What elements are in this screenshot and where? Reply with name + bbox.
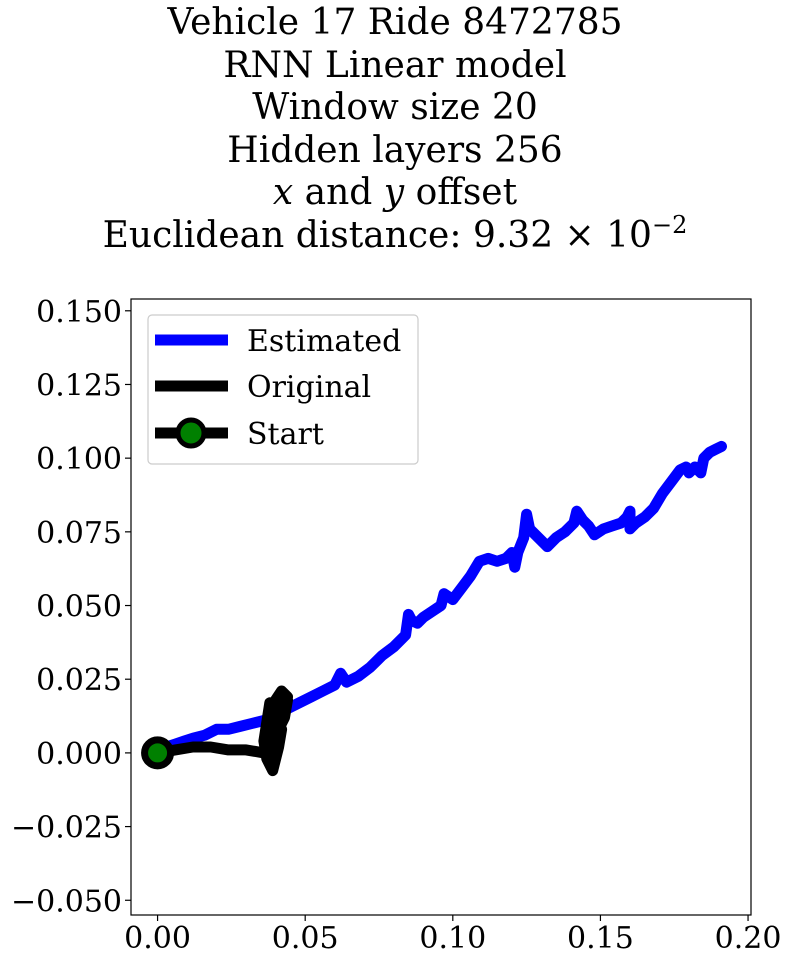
- title-distance-mantissa: 9.32: [472, 214, 554, 256]
- title-distance-label: Euclidean distance:: [102, 214, 473, 256]
- y-tick-label: −0.050: [11, 884, 122, 919]
- x-tick-label: 0.00: [124, 921, 191, 956]
- title-and: and: [293, 172, 384, 213]
- title-offset: offset: [404, 172, 518, 213]
- title-times: ×: [553, 214, 607, 256]
- x-tick-label: 0.10: [419, 921, 486, 956]
- chart-title: Vehicle 17 Ride 8472785 RNN Linear model…: [0, 2, 790, 257]
- y-tick-label: −0.025: [11, 811, 122, 846]
- title-var-y: y: [383, 172, 405, 213]
- title-line-2: RNN Linear model: [223, 44, 567, 86]
- legend-estimated-label: Estimated: [247, 324, 401, 359]
- start-marker: [141, 736, 175, 770]
- legend-start-marker: [175, 417, 207, 449]
- x-tick-label: 0.20: [715, 921, 782, 956]
- series-original-line: [152, 685, 293, 777]
- title-exponent: −2: [651, 210, 688, 239]
- title-line-3: Window size 20: [252, 87, 538, 128]
- title-var-x: x: [272, 172, 294, 213]
- title-line-1: Vehicle 17 Ride 8472785: [167, 2, 623, 43]
- x-tick-label: 0.05: [272, 921, 339, 956]
- legend: Estimated Original Start: [147, 314, 419, 465]
- series-layer: [141, 440, 727, 777]
- y-tick-label: 0.100: [36, 442, 122, 477]
- y-tick-label: 0.000: [36, 737, 122, 772]
- legend-original-label: Original: [247, 370, 371, 405]
- x-ticks: 0.00 0.05 0.10 0.15 0.20: [124, 915, 781, 956]
- y-tick-label: 0.050: [36, 590, 122, 625]
- title-line-5: x and y offset: [0, 172, 790, 215]
- legend-box: [147, 314, 419, 465]
- y-tick-label: 0.075: [36, 516, 122, 551]
- y-tick-label: 0.125: [36, 368, 122, 403]
- y-tick-label: 0.150: [36, 295, 122, 330]
- x-tick-label: 0.15: [567, 921, 634, 956]
- series-estimated-line: [152, 440, 727, 759]
- plot-frame: [130, 298, 752, 916]
- y-tick-label: 0.025: [36, 663, 122, 698]
- title-line-4: Hidden layers 256: [227, 129, 563, 171]
- title-line-6: Euclidean distance: 9.32 × 10−2: [0, 213, 790, 258]
- title-base: 10: [606, 214, 652, 256]
- legend-start-label: Start: [247, 417, 324, 452]
- y-ticks: −0.050 −0.025 0.000 0.025 0.050 0.075 0.100 0.1…: [11, 295, 131, 919]
